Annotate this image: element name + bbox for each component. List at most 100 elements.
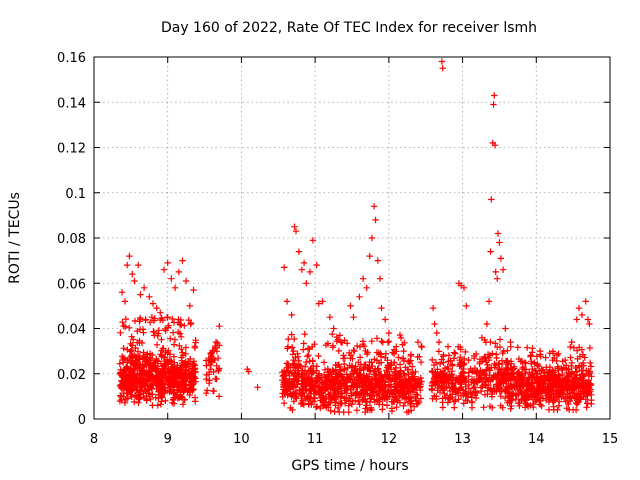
data-point [587,386,594,393]
data-point [368,338,375,345]
data-point [171,359,178,366]
data-point [575,380,582,387]
data-point [340,355,347,362]
data-point [338,399,346,407]
data-point [126,252,133,260]
data-point [484,361,491,369]
data-point [130,336,137,343]
data-point [587,363,595,370]
data-point [534,360,541,368]
data-point [167,383,175,390]
data-point [320,371,328,379]
data-point [181,396,188,404]
data-point [402,381,409,388]
data-point [325,369,333,376]
data-point [490,385,497,392]
data-point [175,268,182,276]
data-point [514,344,521,351]
data-point [136,388,144,395]
data-point [429,356,436,364]
data-point [520,382,527,389]
data-point [582,298,589,305]
data-point [531,390,538,398]
data-point [529,373,536,381]
data-point [573,316,580,323]
data-point [313,403,321,410]
data-point [352,397,359,404]
data-point [284,378,292,385]
data-point [385,364,392,371]
data-point [573,347,581,354]
data-point [334,376,341,384]
data-point [491,360,498,367]
data-point [400,402,407,410]
data-point [568,368,576,376]
data-point [311,384,319,391]
data-point [558,365,565,372]
data-point [300,387,307,394]
data-point [159,370,166,377]
data-point [182,364,189,371]
data-point [315,372,322,379]
data-point [495,376,502,383]
data-point [549,348,557,355]
data-point [405,371,412,378]
data-point [117,392,124,399]
data-point [138,384,145,391]
data-point [300,259,308,267]
data-point [521,359,529,366]
data-point [158,347,165,354]
data-point [309,369,316,376]
data-point [476,377,483,384]
data-point [411,403,418,410]
data-point [371,356,378,363]
data-point [521,396,529,403]
data-point [550,397,558,404]
data-point [118,385,126,392]
data-point [118,289,126,296]
data-point [129,368,136,375]
data-point [147,368,154,375]
data-point [401,391,408,398]
data-point [326,378,333,385]
data-point [480,404,487,411]
data-point [538,367,546,374]
data-point [465,356,472,364]
data-point [450,384,458,392]
data-point [481,353,488,361]
data-point [178,354,185,361]
data-point [300,340,307,347]
data-point [306,268,314,276]
data-point [135,261,142,269]
data-point [572,364,579,372]
data-point [557,379,564,386]
data-point [311,341,318,348]
data-point [481,391,489,398]
data-point [451,349,458,356]
data-point [337,379,344,387]
data-point [140,394,148,402]
data-point [347,351,355,359]
data-point [401,339,408,346]
data-point [588,396,595,404]
data-point [374,366,381,373]
data-point [308,364,315,372]
data-point [161,381,168,388]
data-point [383,373,391,380]
data-point [507,338,514,346]
data-point [280,400,288,407]
data-point [388,405,396,412]
data-point [481,336,488,343]
x-tick-label: 12 [381,432,398,447]
data-point [359,378,366,386]
data-point [348,401,356,408]
data-point [360,391,367,398]
data-point [555,350,562,357]
data-point [157,383,164,390]
data-point [416,379,423,386]
data-point [411,386,419,393]
data-point [478,387,485,395]
data-point [440,387,447,394]
data-point [295,248,303,255]
data-point [359,338,367,345]
